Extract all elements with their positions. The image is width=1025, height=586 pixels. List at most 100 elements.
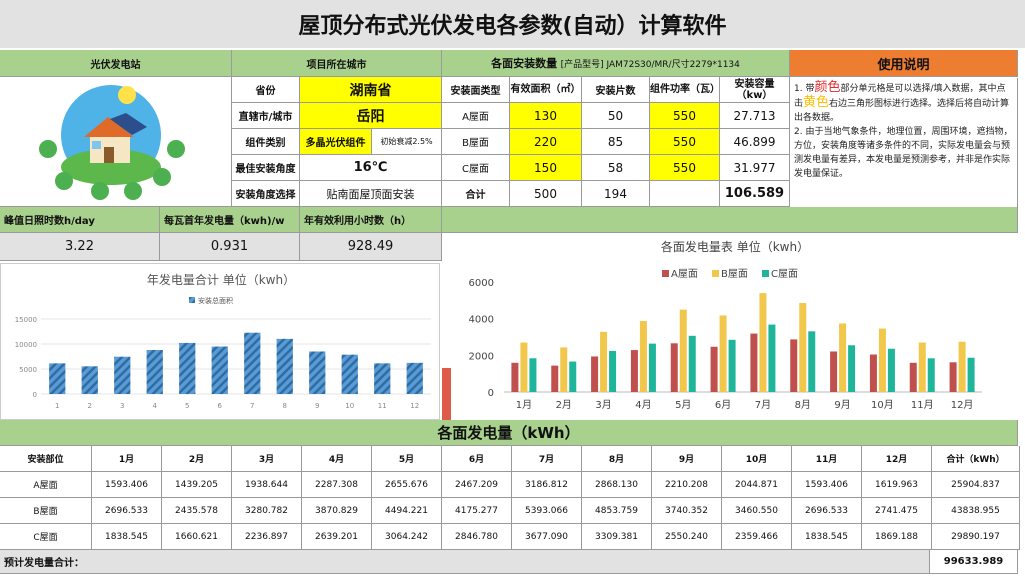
chart1-xtick: 4 — [153, 402, 158, 410]
install-header: 各面安装数量 [产品型号] JAM72S30/MR/尺寸2279*1134 — [442, 50, 790, 77]
chart1-bar — [179, 342, 196, 394]
chart1-bar — [211, 346, 228, 394]
angle-select[interactable]: 贴南面屋顶面安装 — [300, 181, 442, 207]
pv-station-logo — [0, 77, 232, 207]
chart2-xtick: 11月 — [911, 399, 934, 411]
chart2-bar — [679, 309, 687, 392]
power-input[interactable]: 550 — [650, 129, 720, 155]
annual-generation-chart: 年发电量合计 单位（kwh） 安装总面积 0 5000 10000 15000 1 2 3 4 5 6… — [0, 263, 440, 420]
chart2-bar — [520, 342, 528, 392]
col-pieces: 安装片数 — [582, 77, 650, 103]
chart2-legend-label: B屋面 — [721, 268, 748, 280]
chart2-bar — [609, 350, 617, 392]
chart1-bar — [309, 351, 326, 394]
chart1-bar — [114, 356, 131, 394]
month-header: 10月 — [722, 446, 792, 472]
monthly-by-roof-chart: 各面发电量表 单位（kwh） A屋面 B屋面 C屋面 0 2000 4000 6000 1月 2月… — [452, 234, 1018, 420]
chart1-bar — [146, 350, 163, 394]
total-capacity: 106.589 — [720, 181, 790, 207]
page-title: 屋顶分布式光伏发电各参数(自动）计算软件 — [0, 0, 1025, 48]
month-value: 2868.130 — [582, 472, 652, 498]
total-empty — [650, 181, 720, 207]
chart2-bar — [949, 362, 957, 392]
area-input[interactable]: 220 — [510, 129, 582, 155]
chart2-bar — [688, 335, 696, 392]
chart2-bar — [551, 365, 559, 392]
chart1-xtick: 10 — [345, 402, 354, 410]
usage-guide: 1. 带颜色部分单元格是可以选择/填入数据，其中点击黄色右边三角形图标进行选择。… — [790, 78, 1018, 208]
chart1-bar — [244, 332, 261, 394]
chart2-xtick: 9月 — [834, 399, 850, 411]
initial-decay-note: 初始衰减2.5% — [372, 129, 442, 155]
month-value: 3740.352 — [652, 498, 722, 524]
province-select[interactable]: 湖南省 — [300, 77, 442, 103]
component-type-label: 组件类别 — [232, 129, 300, 155]
chart1-bar — [276, 338, 293, 394]
chart2-bar — [750, 333, 758, 392]
chart2-bar — [887, 348, 895, 392]
col-install-part: 安装部位 — [0, 446, 92, 472]
month-header: 7月 — [512, 446, 582, 472]
chart2-xtick: 7月 — [755, 399, 771, 411]
roof-name: A屋面 — [0, 472, 92, 498]
month-value: 3870.829 — [302, 498, 372, 524]
month-value: 3280.782 — [232, 498, 302, 524]
roof-type-cell: B屋面 — [442, 129, 510, 155]
month-header: 4月 — [302, 446, 372, 472]
chart2-bar — [728, 339, 736, 392]
chart2-xtick: 10月 — [871, 399, 894, 411]
area-input[interactable]: 150 — [510, 155, 582, 181]
power-input[interactable]: 550 — [650, 103, 720, 129]
col-area: 有效面积（㎡） — [510, 77, 582, 103]
component-type-select[interactable]: 多晶光伏组件 — [300, 129, 372, 155]
roof-type-cell: A屋面 — [442, 103, 510, 129]
stats-filler — [442, 207, 1018, 233]
row-total: 29890.197 — [932, 524, 1020, 550]
month-value: 2550.240 — [652, 524, 722, 550]
chart1-title: 年发电量合计 单位（kwh） — [147, 272, 295, 287]
capacity-cell: 31.977 — [720, 155, 790, 181]
chart1-xtick: 12 — [410, 402, 419, 410]
chart2-bar — [569, 361, 577, 392]
month-header: 6月 — [442, 446, 512, 472]
city-select[interactable]: 岳阳 — [300, 103, 442, 129]
first-year-label: 每瓦首年发电量（kwh)/w — [160, 207, 300, 233]
chart2-bar — [958, 341, 966, 392]
best-angle-label: 最佳安装角度 — [232, 155, 300, 181]
pieces-cell: 58 — [582, 155, 650, 181]
peak-hours-label: 峰值日照时数h/day — [0, 207, 160, 233]
month-value: 2655.676 — [372, 472, 442, 498]
chart2-ytick: 0 — [488, 388, 494, 399]
chart2-ytick: 4000 — [469, 315, 494, 326]
total-label: 合计 — [442, 181, 510, 207]
month-value: 1838.545 — [92, 524, 162, 550]
area-input[interactable]: 130 — [510, 103, 582, 129]
month-value: 5393.066 — [512, 498, 582, 524]
pieces-cell: 85 — [582, 129, 650, 155]
chart1-bar — [406, 362, 423, 394]
month-value: 1869.188 — [862, 524, 932, 550]
month-value: 2467.209 — [442, 472, 512, 498]
chart2-xtick: 2月 — [556, 399, 572, 411]
month-header: 5月 — [372, 446, 442, 472]
chart2-legend-label: A屋面 — [671, 268, 698, 280]
month-value: 2287.308 — [302, 472, 372, 498]
chart2-legend-swatch — [712, 270, 719, 277]
month-value: 3186.812 — [512, 472, 582, 498]
month-value: 2359.466 — [722, 524, 792, 550]
month-value: 1593.406 — [792, 472, 862, 498]
month-value: 2696.533 — [792, 498, 862, 524]
chart2-ytick: 6000 — [469, 278, 494, 289]
chart1-xtick: 3 — [120, 402, 124, 410]
month-value: 2236.897 — [232, 524, 302, 550]
annual-hours-value: 928.49 — [300, 233, 442, 261]
chart2-xtick: 3月 — [595, 399, 611, 411]
chart1-legend-swatch — [189, 297, 195, 303]
chart2-legend-swatch — [662, 270, 669, 277]
chart2-bar — [560, 347, 568, 392]
chart1-bar — [341, 354, 358, 394]
scroll-marker — [442, 368, 451, 420]
chart1-ytick: 10000 — [15, 341, 37, 349]
power-input[interactable]: 550 — [650, 155, 720, 181]
chart2-bar — [869, 354, 877, 392]
